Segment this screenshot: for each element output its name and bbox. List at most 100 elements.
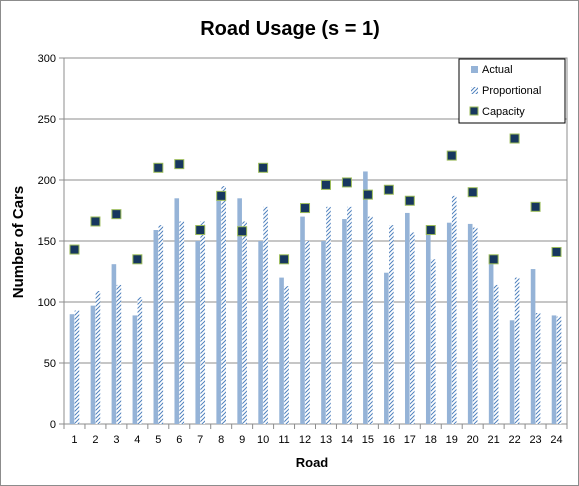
bar-actual-road-13 (321, 241, 326, 424)
bar-proportional-road-4 (137, 297, 143, 424)
capacity-marker-road-12 (300, 203, 311, 214)
legend: Actual Proportional Capacity (458, 58, 566, 124)
y-axis-title: Number of Cars (10, 186, 27, 299)
bar-proportional-road-9 (242, 221, 247, 424)
bar-proportional-road-16 (389, 225, 394, 424)
bar-actual-road-4 (132, 315, 138, 424)
capacity-marker-road-13 (320, 179, 331, 190)
bar-proportional-road-21 (493, 284, 499, 424)
bar-proportional-road-12 (305, 241, 310, 424)
x-tick-label: 2 (92, 434, 98, 446)
capacity-marker-road-1 (69, 244, 80, 255)
capacity-marker-road-5 (153, 162, 164, 173)
capacity-marker-road-23 (530, 201, 541, 212)
capacity-marker-road-24 (551, 246, 562, 257)
bar-actual-road-10 (258, 241, 263, 424)
bar-actual-road-14 (342, 219, 347, 424)
capacity-marker-road-11 (279, 254, 290, 265)
capacity-marker-road-2 (90, 216, 101, 227)
bar-proportional-road-18 (430, 259, 436, 424)
bar-actual-road-6 (174, 198, 180, 424)
capacity-marker-road-22 (509, 133, 520, 144)
x-tick-label: 9 (239, 434, 245, 446)
bar-actual-road-8 (216, 192, 221, 424)
capacity-marker-road-3 (111, 209, 122, 220)
x-tick-label: 7 (197, 434, 203, 446)
x-tick-label: 12 (299, 434, 311, 446)
capacity-markers (69, 133, 562, 265)
bar-actual-road-20 (467, 223, 473, 424)
x-tick-label: 21 (488, 434, 500, 446)
x-tick-label: 19 (446, 434, 458, 446)
bars (69, 171, 562, 424)
x-tick-label: 1 (71, 434, 77, 446)
capacity-marker-road-21 (488, 254, 499, 265)
bar-actual-road-21 (488, 258, 494, 424)
legend-swatch-actual (471, 66, 478, 73)
bar-proportional-road-13 (326, 206, 331, 424)
gridlines (64, 57, 567, 364)
y-tick-label: 200 (38, 175, 56, 187)
x-tick-label: 13 (320, 434, 332, 446)
legend-label-proportional: Proportional (482, 85, 541, 97)
bar-actual-road-18 (425, 231, 431, 424)
bar-proportional-road-3 (116, 284, 122, 424)
bar-actual-road-3 (111, 264, 117, 424)
x-tick-label: 4 (134, 434, 140, 446)
y-tick-label: 300 (38, 53, 56, 65)
bar-proportional-road-19 (451, 195, 457, 424)
x-tick-label: 8 (218, 434, 224, 446)
x-axis-title: Road (296, 455, 329, 470)
bar-proportional-road-24 (556, 316, 562, 424)
bar-actual-road-2 (90, 305, 96, 424)
capacity-marker-road-8 (216, 190, 227, 201)
bar-actual-road-5 (153, 230, 159, 424)
capacity-marker-road-20 (467, 187, 478, 198)
bar-proportional-road-20 (472, 227, 478, 424)
x-tick-label: 17 (404, 434, 416, 446)
chart-title: Road Usage (s = 1) (200, 18, 380, 40)
x-tick-label: 16 (383, 434, 395, 446)
bar-actual-road-7 (195, 241, 201, 424)
x-tick-label: 6 (176, 434, 182, 446)
legend-swatch-proportional (471, 87, 478, 94)
x-tick-label: 5 (155, 434, 161, 446)
legend-swatch-capacity (469, 106, 479, 116)
x-tick-label: 3 (113, 434, 119, 446)
x-tick-label: 10 (257, 434, 269, 446)
bar-proportional-road-7 (200, 221, 206, 424)
y-tick-label: 250 (38, 114, 56, 126)
capacity-marker-road-19 (446, 150, 457, 161)
bar-proportional-road-11 (284, 286, 289, 424)
capacity-marker-road-18 (425, 225, 436, 236)
bar-actual-road-23 (530, 269, 536, 424)
capacity-marker-road-7 (195, 225, 206, 236)
bar-actual-road-12 (300, 216, 305, 424)
bar-actual-road-1 (69, 314, 75, 424)
capacity-marker-road-10 (258, 162, 269, 173)
capacity-marker-road-17 (404, 195, 415, 206)
bar-proportional-road-2 (95, 291, 101, 424)
y-tick-label: 150 (38, 236, 56, 248)
legend-label-actual: Actual (482, 64, 513, 76)
y-tick-label: 50 (44, 358, 56, 370)
bar-actual-road-17 (405, 212, 410, 424)
y-tick-label: 0 (50, 419, 56, 431)
x-tick-label: 24 (550, 434, 562, 446)
capacity-marker-road-4 (132, 254, 143, 265)
bar-proportional-road-14 (347, 206, 352, 424)
capacity-marker-road-14 (341, 177, 352, 188)
x-tick-label: 18 (425, 434, 437, 446)
bar-proportional-road-23 (535, 312, 541, 424)
bar-actual-road-24 (551, 315, 557, 424)
bar-actual-road-11 (279, 277, 284, 424)
x-tick-label: 22 (508, 434, 520, 446)
bar-actual-road-15 (363, 171, 368, 424)
bar-actual-road-16 (384, 272, 389, 424)
bar-proportional-road-5 (158, 225, 164, 424)
x-tick-label: 23 (529, 434, 541, 446)
bar-proportional-road-17 (410, 232, 415, 424)
x-tick-label: 20 (467, 434, 479, 446)
bar-proportional-road-15 (368, 216, 373, 424)
